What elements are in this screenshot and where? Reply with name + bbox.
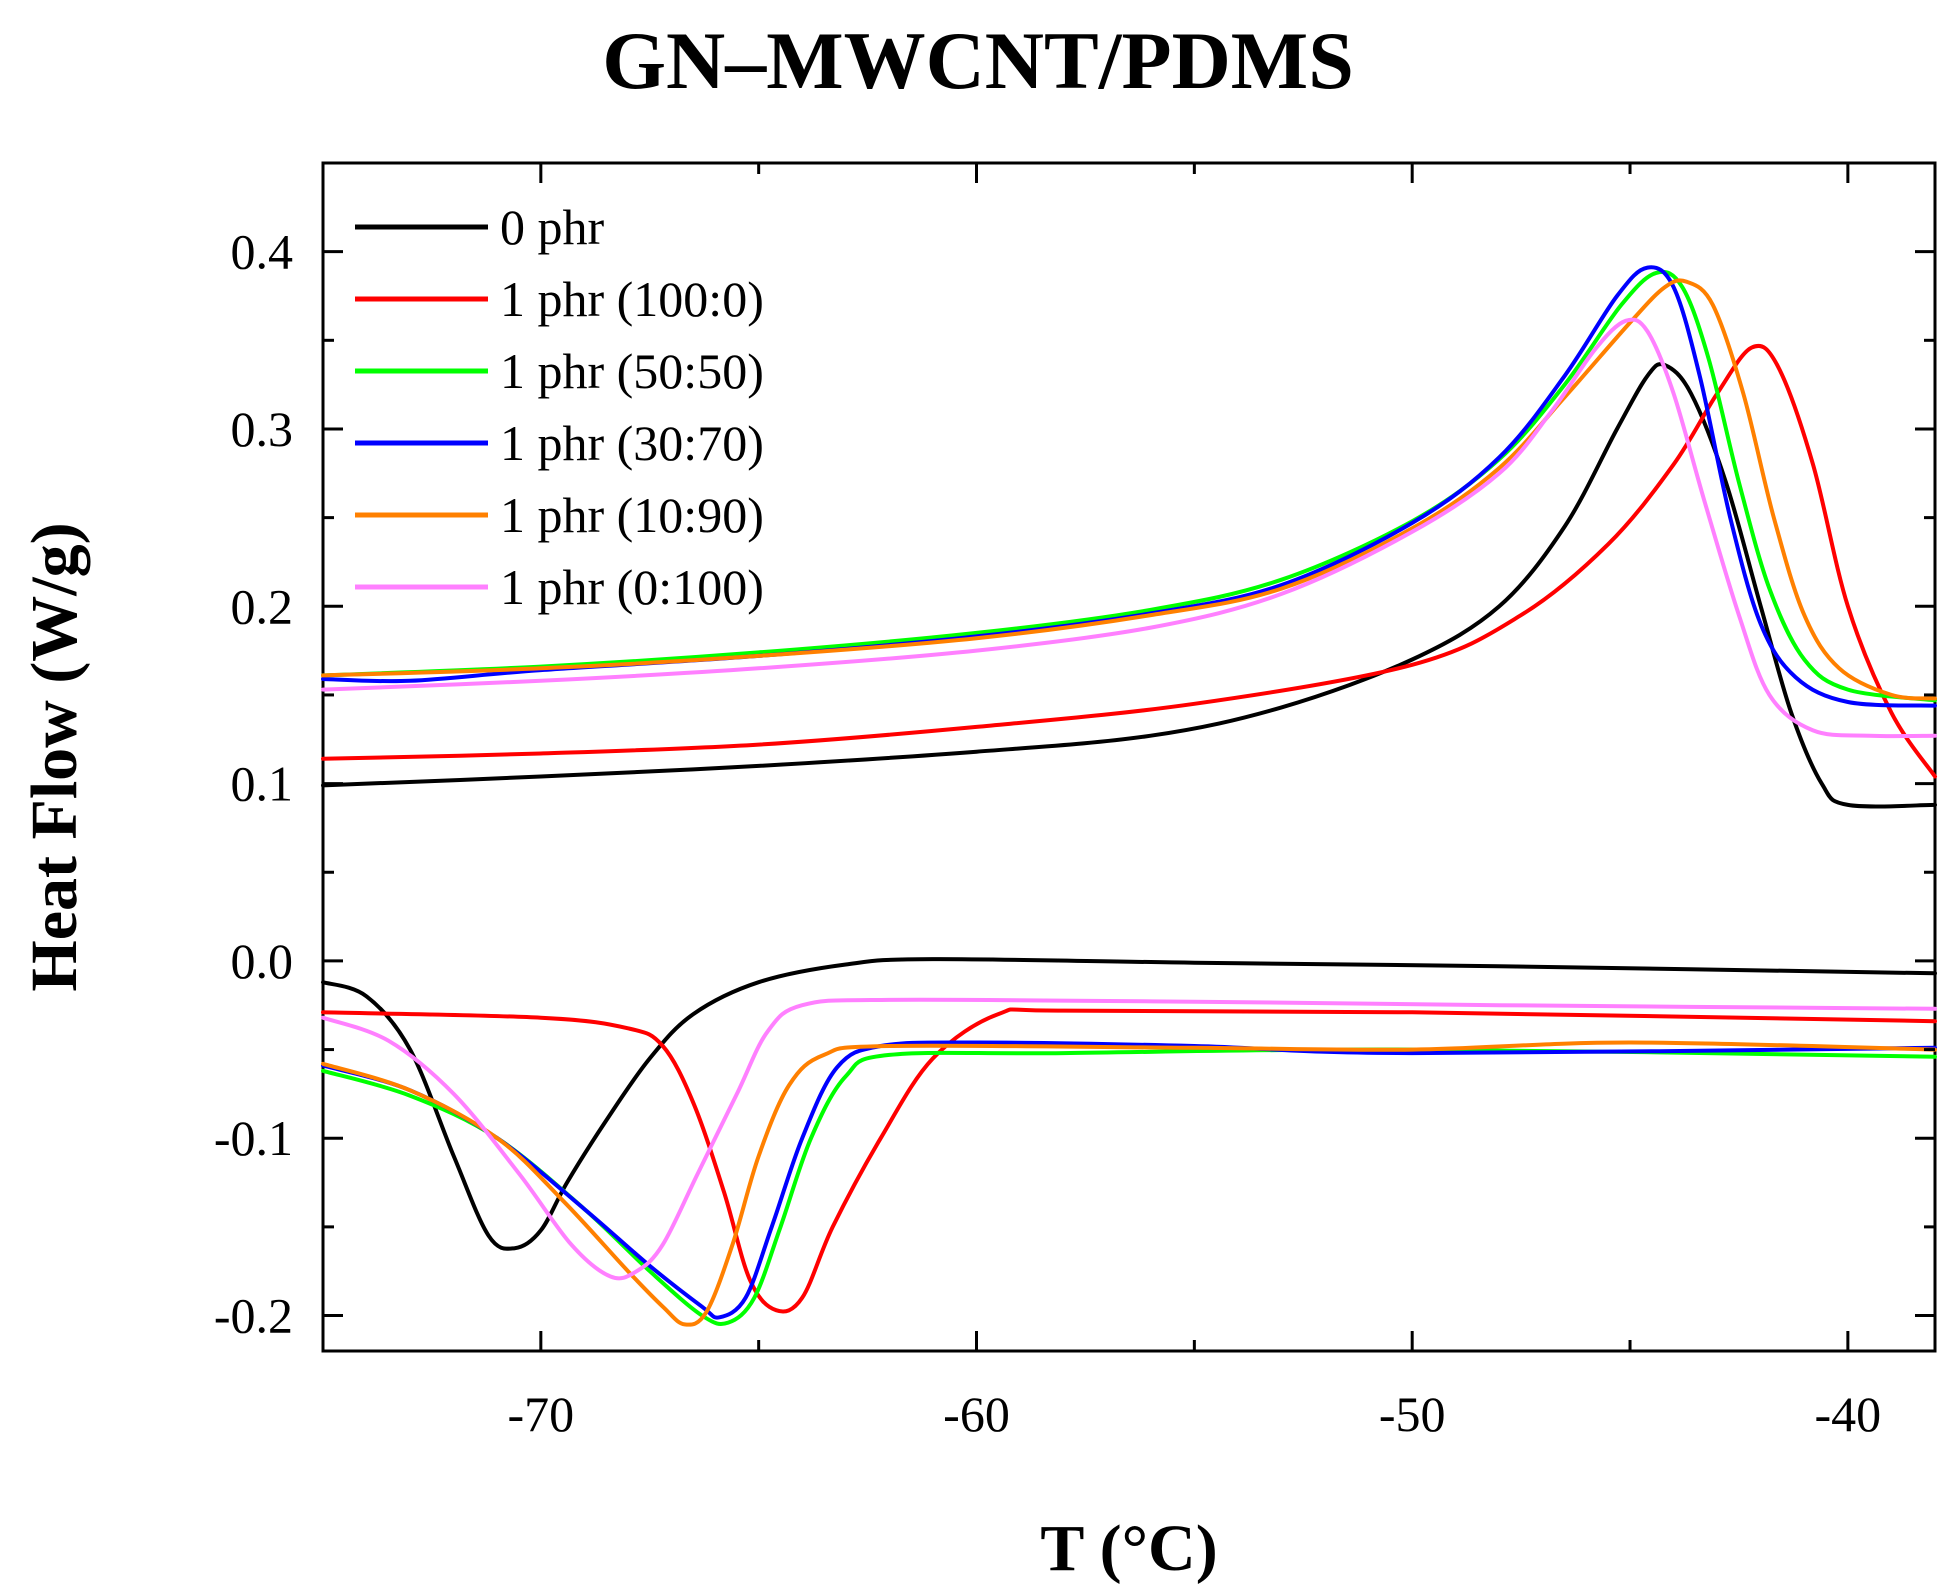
legend-label: 1 phr (100:0)	[500, 271, 764, 327]
series-line-heating	[321, 343, 1937, 779]
series-line-cooling	[321, 957, 1937, 1251]
legend-label: 1 phr (10:90)	[500, 487, 764, 543]
legend: 0 phr 1 phr (100:0) 1 phr (50:50) 1 phr (30…	[355, 199, 764, 615]
series-line-heating	[321, 317, 1937, 739]
plot-frame	[321, 161, 1937, 1353]
legend-label: 0 phr	[500, 199, 605, 255]
plot-area: -70 -60 -50 -40 -0.2 -0.1 0.0 0.1 0.2 0.3 0.4	[214, 161, 1937, 1442]
series-line-cooling	[321, 997, 1937, 1281]
series-line-cooling	[321, 1040, 1937, 1320]
x-tick-label: -50	[1379, 1386, 1446, 1442]
y-tick-label: 0.3	[231, 401, 294, 457]
x-axis-label: T (°C)	[1040, 1512, 1217, 1585]
y-tick-label: -0.1	[214, 1110, 293, 1166]
y-tick-label: -0.2	[214, 1288, 293, 1344]
y-tick-label: 0.0	[231, 933, 294, 989]
y-tick-label: 0.2	[231, 578, 294, 634]
series-layer	[321, 265, 1937, 1327]
series-line-heating	[321, 269, 1937, 703]
series-line-cooling	[321, 1007, 1937, 1314]
chart-title: GN–MWCNT/PDMS	[602, 15, 1354, 106]
series-line-cooling	[321, 1040, 1937, 1327]
legend-label: 1 phr (0:100)	[500, 559, 764, 615]
series-line-heating	[321, 362, 1937, 809]
x-tick-label: -60	[943, 1386, 1010, 1442]
y-tick-label: 0.1	[231, 756, 294, 812]
x-tick-label: -40	[1815, 1386, 1882, 1442]
legend-label: 1 phr (30:70)	[500, 415, 764, 471]
legend-label: 1 phr (50:50)	[500, 343, 764, 399]
x-axis: -70 -60 -50 -40	[321, 163, 1882, 1442]
y-axis: -0.2 -0.1 0.0 0.1 0.2 0.3 0.4	[214, 224, 1935, 1344]
y-tick-label: 0.4	[231, 224, 294, 280]
x-tick-label: -70	[508, 1386, 575, 1442]
y-axis-label: Heat Flow (W/g)	[18, 522, 91, 991]
